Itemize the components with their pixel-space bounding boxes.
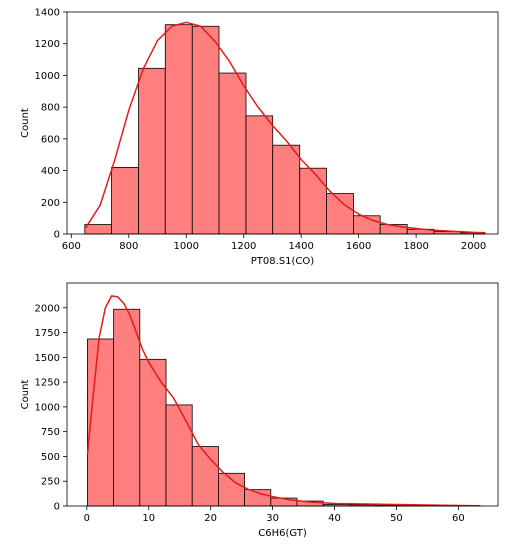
- chart-2: 0 10 20 30 40 50 60 0 250 500 750 1000 1250 1500 1750 2…: [20, 282, 499, 539]
- y-tick-label: 250: [41, 477, 60, 488]
- histogram-bar: [191, 446, 219, 507]
- y-tick-label: 500: [41, 452, 60, 463]
- x-tick-label: 20: [204, 513, 217, 524]
- histogram-bar: [245, 115, 274, 235]
- y-tick-label: 400: [41, 166, 60, 177]
- y-tick-label: 750: [41, 427, 60, 438]
- axes-frame: [66, 282, 499, 507]
- x-tick-label: 1600: [346, 241, 371, 252]
- histogram-bar: [165, 404, 193, 507]
- x-tick-label: 2000: [461, 241, 486, 252]
- x-tick-label: 30: [266, 513, 279, 524]
- y-tick-label: 1400: [35, 8, 60, 19]
- y-tick-label: 2000: [35, 303, 60, 314]
- histogram-bar: [111, 166, 139, 235]
- axes-frame: [66, 11, 499, 235]
- histogram-bar: [164, 24, 193, 235]
- histogram-bar: [113, 308, 141, 507]
- y-tick-label: 1000: [35, 71, 60, 82]
- x-tick-label: 60: [452, 513, 465, 524]
- y-tick-label: 800: [41, 103, 60, 114]
- y-tick-label: 1500: [35, 353, 60, 364]
- chart-1: 600 800 1000 1200 1400 1600 1800 2000 0 200 400 600…: [20, 8, 499, 267]
- histogram-bar: [218, 472, 246, 507]
- histogram-bar: [299, 167, 327, 235]
- y-tick-label: 1000: [35, 402, 60, 413]
- histogram-bar: [87, 338, 115, 507]
- x-tick-label: 0: [84, 513, 90, 524]
- y-tick-label: 0: [54, 502, 60, 513]
- x-tick-label: 1400: [288, 241, 313, 252]
- y-axis-label: Count: [20, 380, 31, 410]
- x-tick-label: 600: [62, 241, 81, 252]
- y-tick-label: 1250: [35, 378, 60, 389]
- y-axis-label: Count: [20, 108, 31, 138]
- y-tick-label: 0: [54, 230, 60, 241]
- x-tick-label: 40: [328, 513, 341, 524]
- histogram-bar: [218, 72, 247, 235]
- y-tick-label: 600: [41, 134, 60, 145]
- x-tick-label: 50: [390, 513, 403, 524]
- x-tick-label: 1200: [231, 241, 256, 252]
- histogram-bar: [84, 224, 112, 235]
- histogram-bar: [272, 144, 301, 235]
- y-tick-label: 200: [41, 198, 60, 209]
- kde-line: [86, 295, 481, 507]
- y-tick-label: 1750: [35, 328, 60, 339]
- kde-line: [85, 21, 486, 234]
- x-axis-label: C6H6(GT): [258, 528, 307, 539]
- x-tick-label: 1000: [174, 241, 199, 252]
- histogram-bar: [139, 358, 167, 507]
- y-tick-label: 1200: [35, 39, 60, 50]
- x-tick-label: 800: [119, 241, 138, 252]
- x-tick-label: 10: [142, 513, 155, 524]
- x-tick-label: 1800: [403, 241, 428, 252]
- x-axis-label: PT08.S1(CO): [251, 256, 315, 267]
- histogram-bar: [191, 25, 220, 235]
- histogram-bar: [138, 67, 166, 235]
